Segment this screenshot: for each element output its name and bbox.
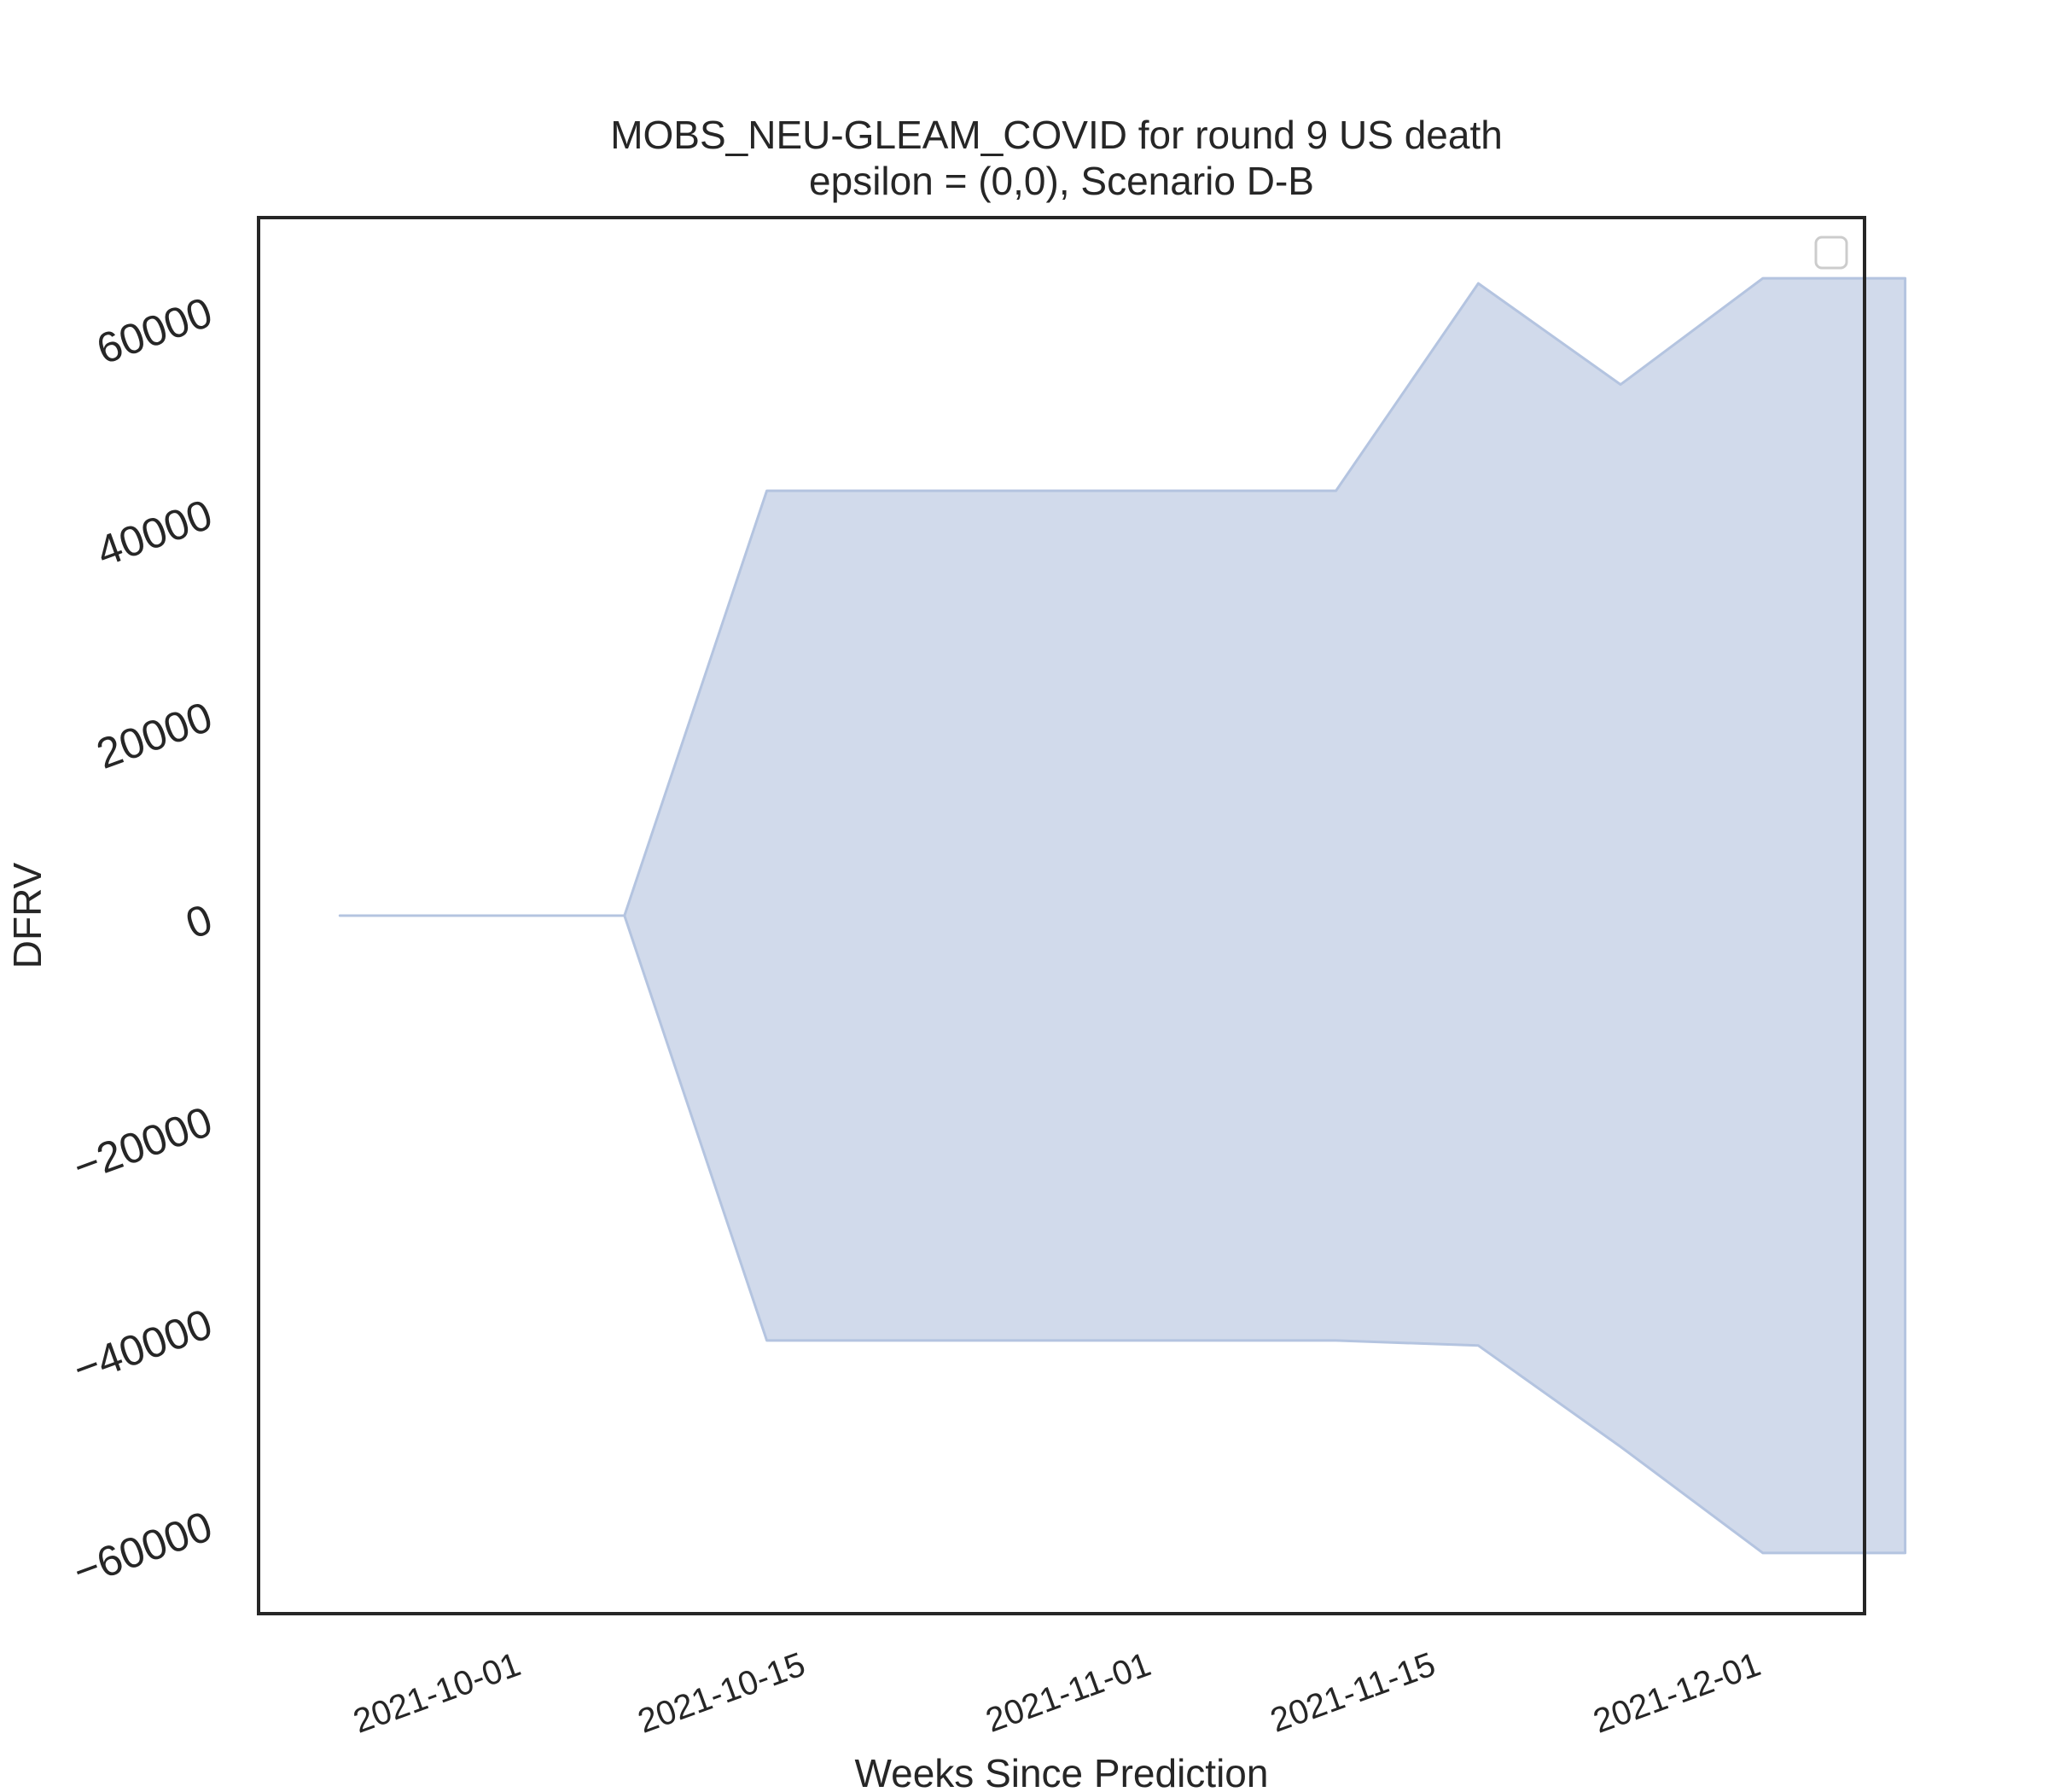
y-tick-labels: 60000 40000 20000 0 −20000 −40000 −60000 [67,288,218,1596]
y-tick-label: −40000 [67,1300,218,1393]
x-tick-label: 2021-11-15 [1265,1645,1440,1739]
y-tick-label: 60000 [90,288,218,373]
plot-frame [257,216,1866,1615]
legend-box[interactable] [1814,236,1848,270]
x-tick-label: 2021-11-01 [981,1645,1156,1739]
x-tick-labels: 2021-10-01 2021-10-15 2021-11-01 2021-11-15… [348,1645,1766,1740]
y-axis-label: DFRV [5,862,49,969]
x-tick-label: 2021-12-01 [1589,1645,1766,1740]
y-tick-label: 0 [179,895,218,948]
y-tick-label: 20000 [90,693,218,778]
chart-title: MOBS_NEU-GLEAM_COVID for round 9 US deat… [610,113,1503,157]
x-tick-label: 2021-10-01 [348,1645,525,1740]
y-tick-label: −20000 [67,1097,218,1191]
dfrv-band-area [338,276,1907,1555]
x-tick-label: 2021-10-15 [633,1645,810,1740]
chart-subtitle: epsilon = (0,0), Scenario D-B [809,159,1314,203]
x-axis-label: Weeks Since Prediction [855,1751,1269,1792]
y-tick-label: 40000 [90,491,218,576]
confidence-band-layer [338,276,1907,1555]
y-tick-label: −60000 [67,1502,218,1596]
